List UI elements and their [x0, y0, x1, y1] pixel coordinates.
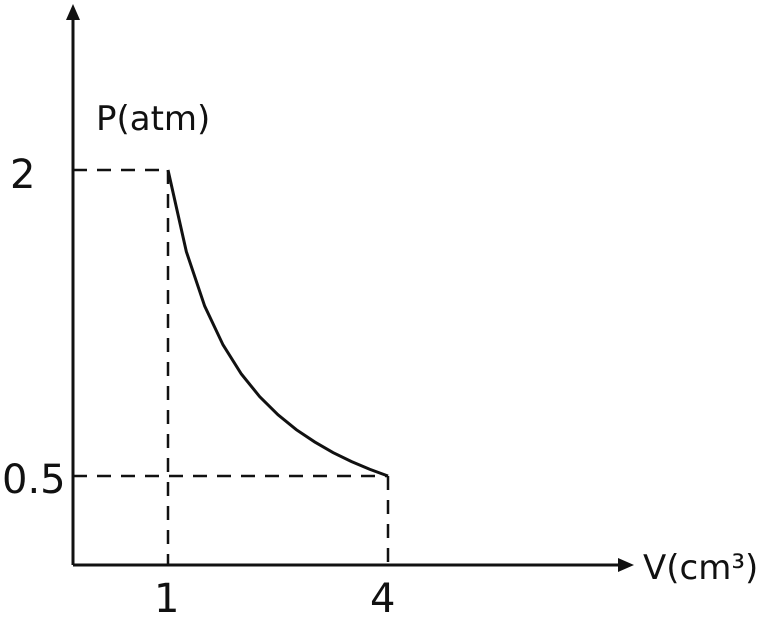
x-axis-label: V(cm³) [643, 548, 758, 588]
x-tick-label-1: 1 [154, 576, 179, 622]
y-axis-label: P(atm) [96, 99, 210, 139]
y-axis-arrow [66, 4, 80, 20]
x-tick-label-4: 4 [370, 576, 395, 622]
x-axis-arrow [618, 558, 634, 572]
y-tick-label-0-5: 0.5 [2, 457, 66, 503]
process-curve [166, 169, 389, 478]
y-tick-label-2: 2 [10, 152, 35, 198]
